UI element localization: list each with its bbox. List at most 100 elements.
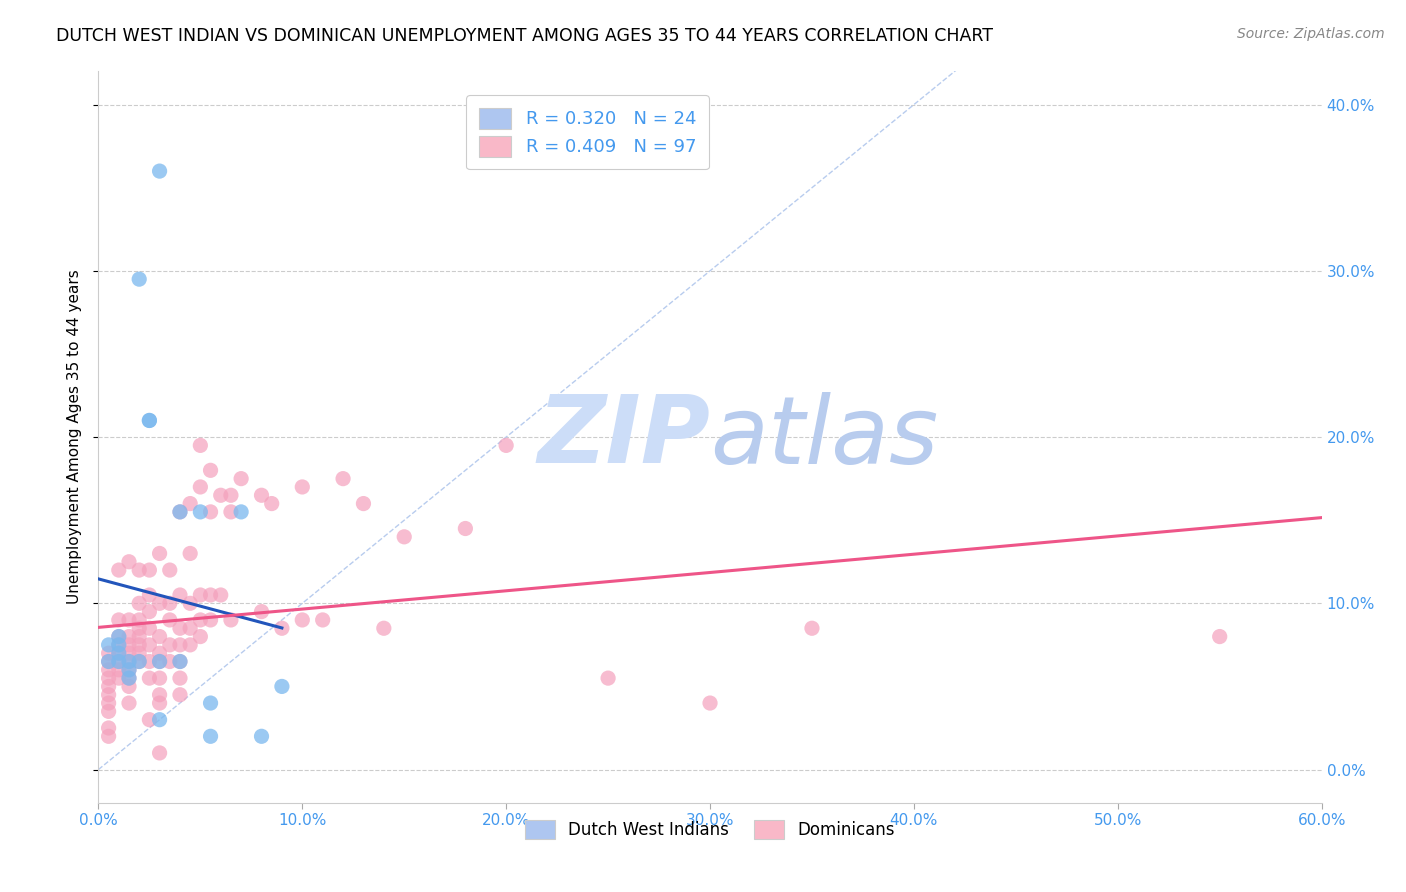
Point (97, 729, 120, 743)
Point (200, 696, 222, 710)
Point (149, 688, 172, 702)
Point (373, 621, 395, 635)
Point (108, 563, 131, 577)
Point (108, 638, 131, 652)
Point (454, 521, 477, 535)
Point (260, 497, 283, 511)
Point (108, 638, 131, 652)
Point (118, 696, 141, 710)
Point (138, 655, 160, 669)
Point (149, 646, 172, 660)
Point (209, 488, 232, 502)
Point (169, 588, 191, 602)
Point (138, 413, 160, 427)
Legend: Dutch West Indians, Dominicans: Dutch West Indians, Dominicans (515, 810, 905, 849)
Point (128, 596, 150, 610)
Point (128, 646, 150, 660)
Point (250, 488, 273, 502)
Point (179, 546, 201, 560)
Point (149, 655, 172, 669)
Point (332, 472, 354, 486)
Point (179, 596, 201, 610)
Point (392, 530, 416, 544)
Point (128, 638, 150, 652)
Point (169, 655, 191, 669)
Point (179, 497, 201, 511)
Point (1209, 630, 1232, 644)
Point (128, 563, 150, 577)
Point (118, 655, 141, 669)
Point (97, 680, 120, 694)
Point (250, 729, 273, 743)
Point (250, 605, 273, 619)
Point (128, 655, 150, 669)
Point (97, 688, 120, 702)
Point (179, 621, 201, 635)
Point (159, 638, 181, 652)
Point (118, 638, 141, 652)
Point (97, 671, 120, 685)
Point (200, 505, 222, 519)
Point (179, 638, 201, 652)
Point (138, 413, 160, 427)
Text: ZIP: ZIP (537, 391, 710, 483)
Point (97, 638, 120, 652)
Point (97, 721, 120, 735)
Point (128, 613, 150, 627)
Point (312, 613, 335, 627)
Point (118, 671, 141, 685)
Point (188, 505, 212, 519)
Point (149, 630, 172, 644)
Point (200, 463, 222, 477)
Point (169, 638, 191, 652)
Point (108, 646, 131, 660)
Text: Source: ZipAtlas.com: Source: ZipAtlas.com (1237, 27, 1385, 41)
Point (108, 646, 131, 660)
Point (128, 630, 150, 644)
Point (97, 646, 120, 660)
Point (138, 621, 160, 635)
Point (699, 696, 721, 710)
Point (149, 596, 172, 610)
Point (138, 588, 160, 602)
Point (801, 621, 824, 635)
Point (291, 480, 314, 494)
Point (138, 713, 160, 727)
Point (495, 438, 517, 452)
Point (128, 655, 150, 669)
Point (149, 655, 172, 669)
Point (138, 638, 160, 652)
Point (188, 630, 212, 644)
Point (97, 655, 120, 669)
Point (97, 663, 120, 677)
Point (118, 646, 141, 660)
Point (108, 613, 131, 627)
Point (219, 505, 242, 519)
Point (149, 746, 172, 760)
Point (97, 696, 120, 710)
Point (108, 630, 131, 644)
Point (108, 671, 131, 685)
Point (118, 655, 141, 669)
Point (118, 663, 141, 677)
Point (169, 505, 191, 519)
Point (270, 621, 294, 635)
Point (169, 688, 191, 702)
Point (209, 588, 232, 602)
Point (149, 696, 172, 710)
Point (149, 671, 172, 685)
Point (188, 480, 212, 494)
Point (118, 671, 141, 685)
Point (118, 663, 141, 677)
Point (159, 655, 181, 669)
Text: atlas: atlas (710, 392, 938, 483)
Point (188, 438, 212, 452)
Y-axis label: Unemployment Among Ages 35 to 44 years: Unemployment Among Ages 35 to 44 years (67, 269, 83, 605)
Point (219, 613, 242, 627)
Point (128, 621, 150, 635)
Point (149, 164, 172, 178)
Point (169, 505, 191, 519)
Point (138, 605, 160, 619)
Point (270, 680, 294, 694)
Point (138, 563, 160, 577)
